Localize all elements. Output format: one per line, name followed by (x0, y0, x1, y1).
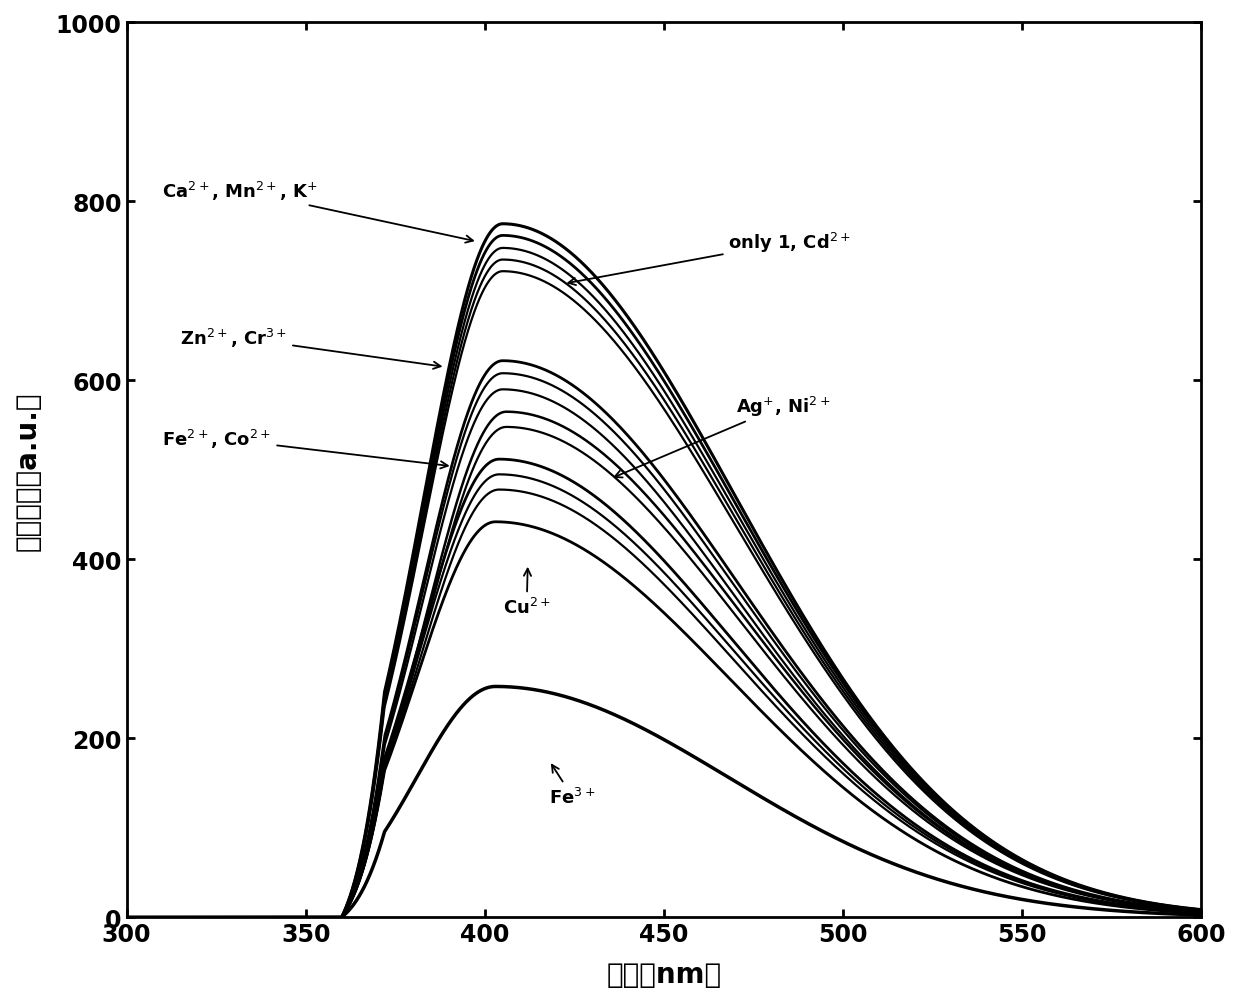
Y-axis label: 荧光强度（a.u.）: 荧光强度（a.u.） (14, 391, 42, 550)
Text: only 1, Cd$^{2+}$: only 1, Cd$^{2+}$ (568, 230, 852, 286)
X-axis label: 波长（nm）: 波长（nm） (606, 960, 722, 988)
Text: Cu$^{2+}$: Cu$^{2+}$ (502, 569, 551, 617)
Text: Fe$^{3+}$: Fe$^{3+}$ (549, 765, 595, 807)
Text: Zn$^{2+}$, Cr$^{3+}$: Zn$^{2+}$, Cr$^{3+}$ (180, 327, 440, 370)
Text: Ca$^{2+}$, Mn$^{2+}$, K$^{+}$: Ca$^{2+}$, Mn$^{2+}$, K$^{+}$ (162, 179, 472, 243)
Text: Fe$^{2+}$, Co$^{2+}$: Fe$^{2+}$, Co$^{2+}$ (162, 427, 448, 469)
Text: Ag$^{+}$, Ni$^{2+}$: Ag$^{+}$, Ni$^{2+}$ (615, 394, 830, 478)
